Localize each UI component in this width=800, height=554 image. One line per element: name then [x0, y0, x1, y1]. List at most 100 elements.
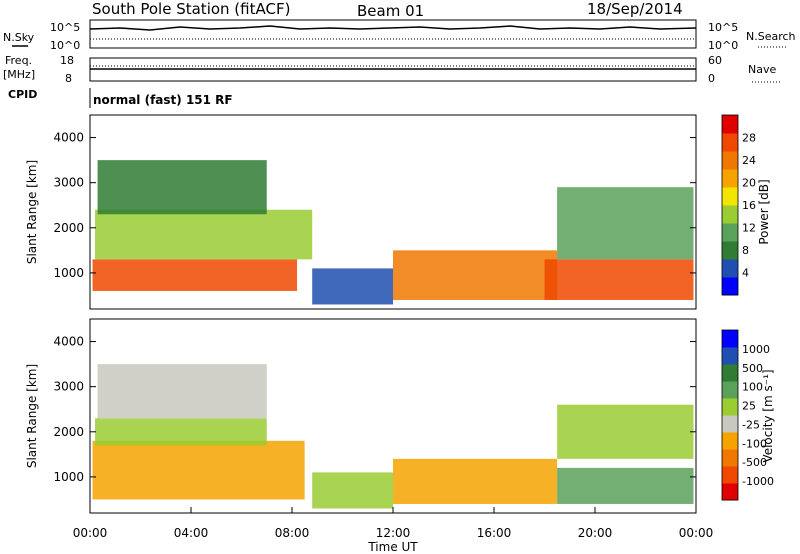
- colorbar-frame: [721, 114, 739, 296]
- y-tick-label: 4000: [53, 131, 84, 145]
- power-y-axis: 1000 2000 3000 4000: [53, 131, 696, 280]
- cpid-strip: CPID normal (fast) 151 RF: [8, 88, 233, 108]
- colorbar-tick-label: 24: [742, 154, 756, 167]
- nave-label: Nave: [748, 63, 776, 76]
- data-region-4: [393, 250, 558, 300]
- x-tick-label: 04:00: [174, 526, 209, 540]
- cpid-value: normal (fast) 151 RF: [93, 93, 233, 107]
- y-tick-label: 4000: [53, 335, 84, 349]
- colorbar-tick-label: -25: [742, 418, 760, 431]
- time-xlabel: Time UT: [367, 540, 418, 554]
- y-tick-label: 1000: [53, 470, 84, 484]
- colorbar-swatch: [722, 151, 738, 170]
- data-region-6: [557, 404, 694, 459]
- colorbar-swatch: [722, 347, 738, 365]
- velocity-data-regions: [92, 364, 694, 509]
- nsearch-tick-high: 10^5: [708, 21, 738, 34]
- colorbar-tick-label: 16: [742, 199, 756, 212]
- velocity-ylabel: Slant Range [km]: [25, 364, 39, 468]
- colorbar-swatch: [722, 205, 738, 224]
- colorbar-tick-label: 20: [742, 177, 756, 190]
- x-tick-label: 00:00: [73, 526, 108, 540]
- colorbar-tick-label: 28: [742, 132, 756, 145]
- colorbar-tick-label: 12: [742, 222, 756, 235]
- colorbar-swatch: [722, 169, 738, 188]
- velocity-panel: 1000 2000 3000 4000 00:00 04:00 08:00 12:00 16:…: [25, 318, 714, 554]
- colorbar-swatch: [722, 241, 738, 260]
- x-tick-label: 00:00: [679, 526, 714, 540]
- date-label: 18/Sep/2014: [587, 0, 683, 18]
- colorbar-frame: [721, 329, 739, 501]
- colorbar-swatch: [722, 277, 738, 296]
- nave-tick-high: 60: [708, 54, 722, 67]
- data-region-5: [544, 259, 694, 300]
- data-region-1: [95, 209, 313, 260]
- colorbar-swatch: [722, 381, 738, 399]
- y-tick-label: 1000: [53, 266, 84, 280]
- colorbar-swatch: [722, 223, 738, 242]
- noise-strip: N.Sky 10^5 10^0 10^5 10^0 N.Search: [3, 19, 796, 52]
- colorbar-swatch: [722, 483, 738, 501]
- power-colorbar: 28 24 20 16 12 8 4: [721, 114, 756, 296]
- colorbar-tick-label: 500: [742, 362, 763, 375]
- time-x-axis: 00:00 04:00 08:00 12:00 16:00 20:00 00:00: [73, 507, 714, 540]
- colorbar-swatch: [722, 364, 738, 382]
- colorbar-swatch: [722, 187, 738, 206]
- freq-tick-high: 18: [60, 54, 74, 67]
- y-tick-label: 3000: [53, 176, 84, 190]
- velocity-colorbar: 1000 500 100 25 -25 -100 -500 -1000: [721, 329, 774, 501]
- power-ylabel: Slant Range [km]: [25, 160, 39, 264]
- power-colorbar-label: Power [dB]: [757, 179, 771, 244]
- data-region-6: [557, 187, 694, 260]
- freq-label-line1: Freq.: [5, 54, 32, 67]
- velocity-y-axis: 1000 2000 3000 4000: [53, 335, 696, 484]
- y-tick-label: 2000: [53, 425, 84, 439]
- colorbar-tick-label: 100: [742, 381, 763, 394]
- data-region-3: [312, 472, 393, 509]
- power-data-regions: [92, 160, 694, 305]
- nave-tick-low: 0: [708, 72, 715, 85]
- colorbar-swatch: [722, 115, 738, 134]
- colorbar-swatch: [722, 330, 738, 348]
- colorbar-tick-label: 25: [742, 400, 756, 413]
- freq-tick-low: 8: [65, 72, 72, 85]
- x-tick-label: 12:00: [376, 526, 411, 540]
- x-tick-label: 20:00: [578, 526, 613, 540]
- colorbar-swatch: [722, 466, 738, 484]
- x-tick-label: 08:00: [275, 526, 310, 540]
- beam-label: Beam 01: [357, 2, 424, 20]
- data-region-4: [393, 458, 558, 504]
- colorbar-tick-label: -100: [742, 437, 767, 450]
- colorbar-tick-label: -500: [742, 456, 767, 469]
- colorbar-swatch: [722, 133, 738, 152]
- colorbar-tick-label: -1000: [742, 475, 774, 488]
- freq-strip: Freq. [MHz] 18 8 60 0 Nave: [3, 54, 780, 85]
- colorbar-swatch: [722, 449, 738, 467]
- colorbar-swatch: [722, 432, 738, 450]
- nsearch-label: N.Search: [746, 30, 796, 43]
- colorbar-tick-label: 1000: [742, 343, 770, 356]
- freq-label-line2: [MHz]: [3, 68, 35, 81]
- colorbar-tick-label: 4: [742, 267, 749, 280]
- data-region-0: [92, 440, 305, 500]
- colorbar-swatch: [722, 398, 738, 416]
- data-region-0: [92, 259, 298, 291]
- nsky-tick-low: 10^0: [50, 39, 80, 52]
- y-tick-label: 2000: [53, 221, 84, 235]
- velocity-colorbar-label: Velocity [m s⁻¹]: [761, 369, 775, 462]
- data-region-1: [95, 418, 267, 446]
- data-region-5: [557, 467, 694, 504]
- nsky-tick-high: 10^5: [50, 21, 80, 34]
- y-tick-label: 3000: [53, 380, 84, 394]
- x-tick-label: 16:00: [477, 526, 512, 540]
- station-title: South Pole Station (fitACF): [92, 0, 290, 18]
- data-region-2: [97, 160, 267, 215]
- cpid-label: CPID: [8, 88, 37, 101]
- colorbar-swatch: [722, 415, 738, 433]
- nsky-label: N.Sky: [3, 31, 35, 44]
- data-region-2: [97, 364, 267, 419]
- colorbar-tick-label: 8: [742, 244, 749, 257]
- power-panel: 1000 2000 3000 4000 Slant Range [km]: [25, 114, 697, 310]
